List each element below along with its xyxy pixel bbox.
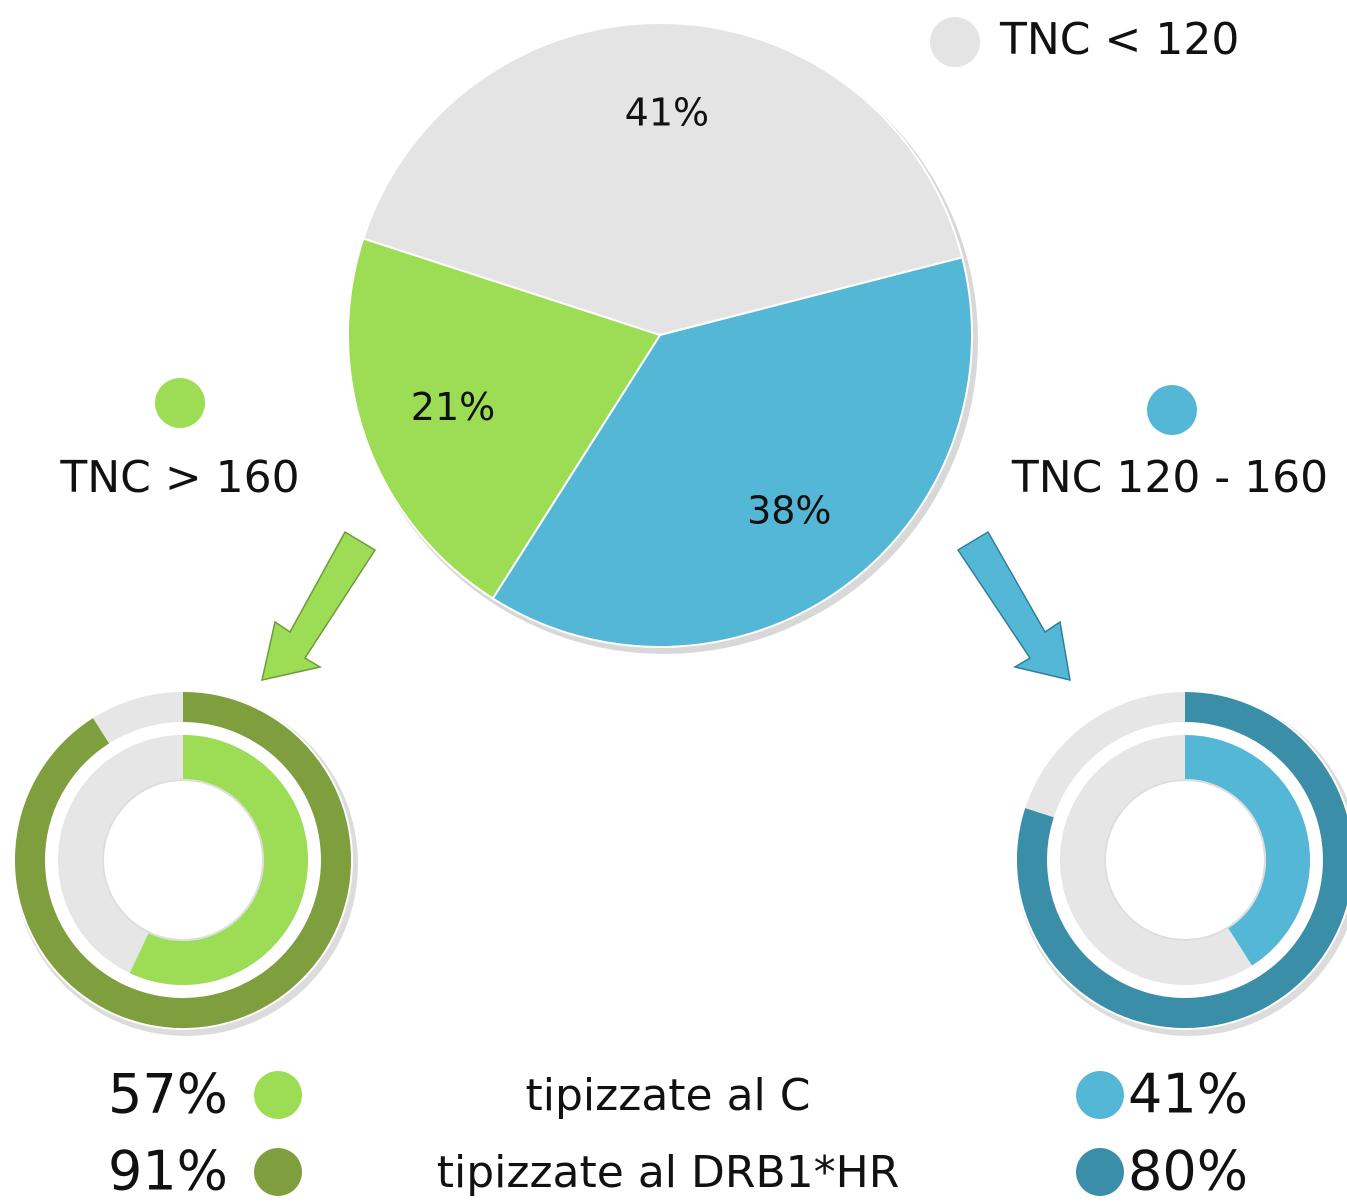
slice-label: 38% [747,488,831,532]
donut-arc [1184,735,1310,966]
slice-label: 41% [625,91,709,135]
legend-swatch [155,378,205,428]
legend-label: tipizzate al DRB1*HR [437,1147,900,1198]
legend-label: TNC 120 - 160 [1011,452,1328,503]
pie-slice [347,237,662,600]
pie-slice [491,256,973,648]
legend-swatch [254,1148,302,1196]
slice-label: 21% [411,385,495,429]
ring-gap [54,731,312,989]
donut-hole [102,779,264,941]
value-label: 80% [1128,1140,1248,1202]
arrow [956,530,1071,681]
ring-gap [1056,731,1314,989]
donut-arc [1017,692,1347,1028]
legend-swatch [930,17,980,67]
value-label: 57% [108,1063,228,1126]
legend-swatch [254,1071,302,1119]
legend-label: TNC > 160 [59,452,299,503]
legend-label: tipizzate al C [526,1070,811,1121]
pie-slice [362,22,964,337]
arrow [261,530,377,681]
value-label: 41% [1128,1063,1248,1126]
donut-hole [1104,779,1266,941]
donut-arc [15,692,351,1028]
value-label: 91% [108,1140,228,1202]
legend-swatch [1076,1071,1124,1119]
donut-arc [129,735,308,985]
legend-label: TNC < 120 [999,14,1239,65]
legend-swatch [1147,385,1197,435]
legend-swatch [1076,1148,1124,1196]
